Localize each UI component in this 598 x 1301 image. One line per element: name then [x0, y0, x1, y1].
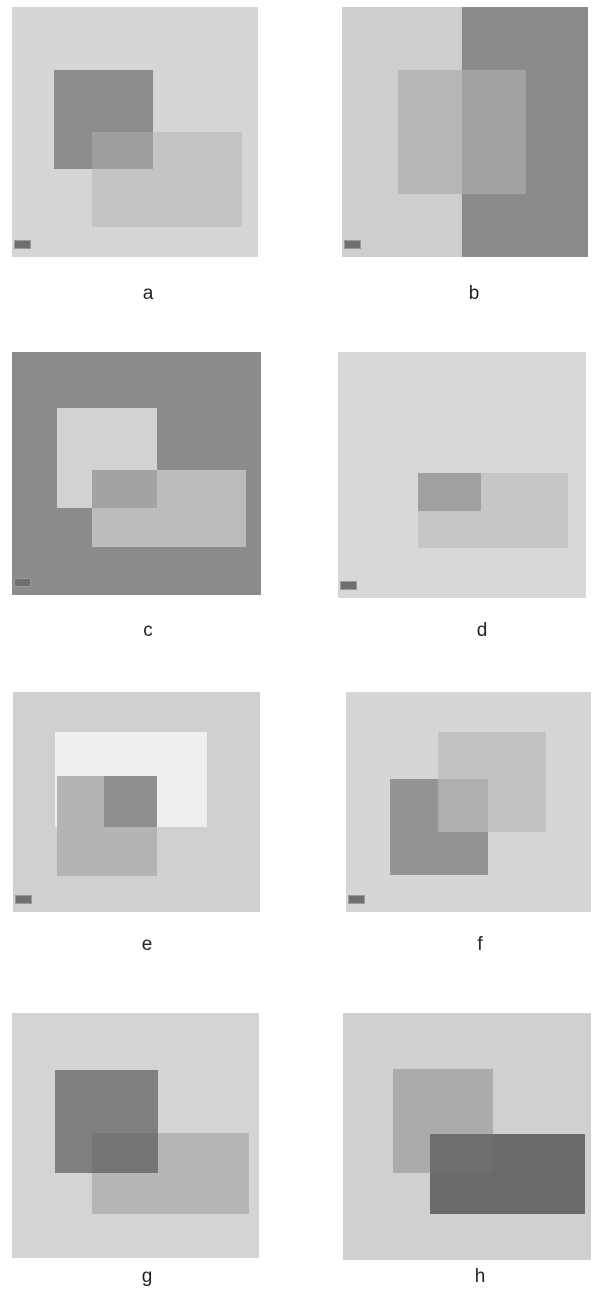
- panel-e: [13, 692, 260, 912]
- panel-label-d: d: [476, 620, 488, 641]
- panel-tag-icon: [340, 581, 357, 590]
- panel-f: [346, 692, 591, 912]
- overlap-region: [438, 779, 488, 832]
- panel-tag-icon: [14, 578, 31, 587]
- overlap-region: [92, 132, 153, 169]
- panel-c: [12, 352, 261, 595]
- panel-tag-icon: [14, 240, 31, 249]
- panel-g: [12, 1013, 259, 1258]
- panel-b: [342, 7, 588, 257]
- panel-label-h: h: [474, 1266, 486, 1287]
- overlap-region: [92, 470, 157, 508]
- panel-label-f: f: [477, 934, 483, 955]
- overlap-region: [104, 776, 157, 827]
- panel-tag-icon: [344, 240, 361, 249]
- panel-label-b: b: [468, 283, 480, 304]
- panel-tag-icon: [15, 895, 32, 904]
- overlap-region: [430, 1134, 493, 1173]
- overlap-region: [462, 70, 526, 194]
- panel-tag-icon: [348, 895, 365, 904]
- panel-label-e: e: [141, 934, 153, 955]
- panel-d: [338, 352, 586, 598]
- panel-a: [12, 7, 258, 257]
- panel-label-c: c: [143, 620, 153, 641]
- panel-label-a: a: [142, 283, 154, 304]
- overlap-region: [418, 473, 481, 511]
- panel-h: [343, 1013, 591, 1260]
- overlap-region: [92, 1133, 158, 1173]
- panel-label-g: g: [141, 1266, 153, 1287]
